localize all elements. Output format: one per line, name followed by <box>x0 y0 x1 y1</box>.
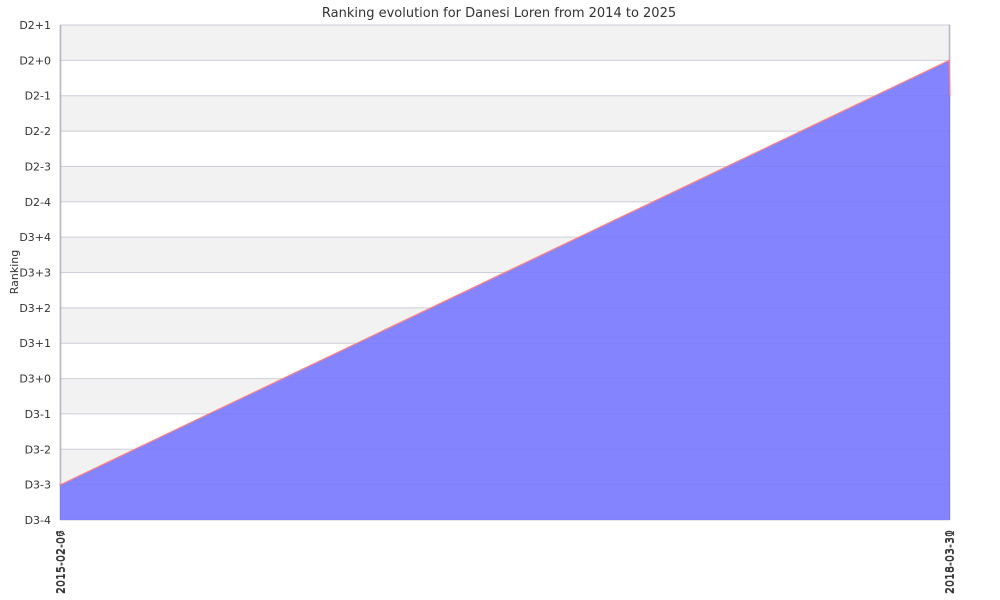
grid-band <box>60 60 950 96</box>
y-tick-label: D2-4 <box>25 196 51 209</box>
y-tick-label: D3+1 <box>19 337 51 350</box>
grid-band <box>60 25 950 61</box>
y-tick-label: D2+0 <box>19 54 51 67</box>
x-tick-label: 2018-03-30 <box>943 530 956 594</box>
y-tick-label: D3+0 <box>19 373 51 386</box>
x-tick-label: 2015-02-07 <box>55 530 68 594</box>
x-tick-label: 2015-02-06 <box>54 530 67 594</box>
y-tick-label: D3-1 <box>25 408 51 421</box>
y-tick-label: D3-3 <box>25 479 51 492</box>
y-tick-label: D2-2 <box>25 125 51 138</box>
y-tick-label: D3+2 <box>19 302 51 315</box>
grid-band <box>60 95 950 132</box>
y-axis-label: Ranking <box>8 250 21 295</box>
y-tick-label: D3+3 <box>19 267 51 280</box>
area-layer <box>60 60 950 520</box>
y-tick-label: D3+4 <box>19 231 51 244</box>
data-point <box>948 59 951 62</box>
y-tick-label: D3-2 <box>25 443 51 456</box>
chart-title: Ranking evolution for Danesi Loren from … <box>322 6 676 21</box>
y-tick-label: D2-3 <box>25 160 51 173</box>
y-tick-label: D3-4 <box>25 514 51 527</box>
data-point <box>59 483 62 486</box>
line-layer <box>59 59 951 486</box>
x-tick-label: 2018-03-31 <box>944 530 957 594</box>
overlay-grid <box>60 24 950 521</box>
y-tick-label: D2-1 <box>25 90 51 103</box>
series-area <box>60 60 950 520</box>
data-point <box>949 94 951 97</box>
y-tick-label: D2+1 <box>19 19 51 32</box>
y-tick-layer: D2+1 D2+0 D2-1 D2-2 D2-3 D2-4 D3+4 D3+3 D3+2 D3+1… <box>19 19 51 527</box>
